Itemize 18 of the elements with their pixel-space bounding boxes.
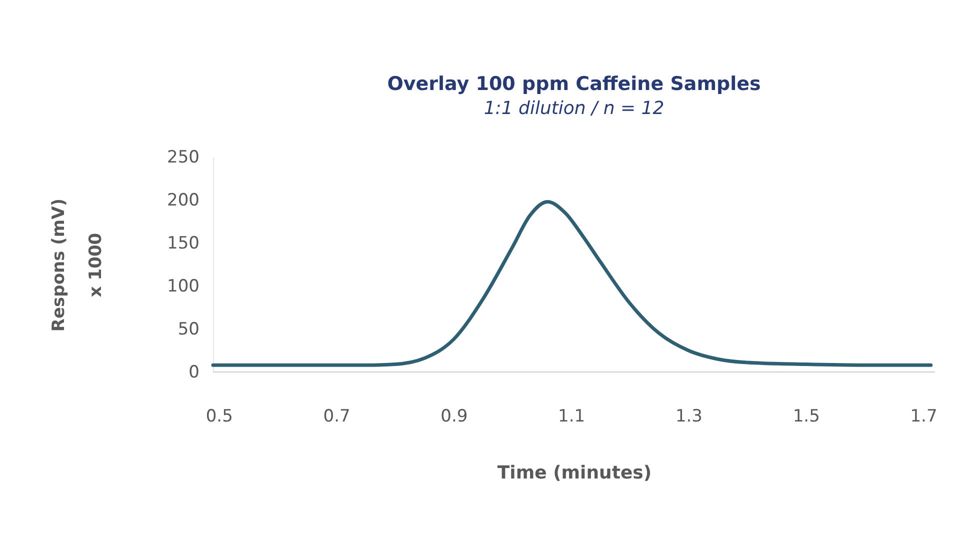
x-tick-label: 1.1 [558,406,586,426]
x-tick-label: 0.5 [206,406,233,426]
x-tick-label: 0.9 [440,406,468,426]
y-tick-label: 250 [167,148,200,168]
x-tick-label: 1.3 [675,406,702,426]
y-tick-label: 150 [167,234,200,254]
y-tick-label: 50 [178,320,200,340]
chart-subtitle: 1:1 dilution / n = 12 [484,98,664,119]
x-tick-label: 1.5 [792,406,820,426]
x-tick-label: 0.7 [323,406,350,426]
chart-title: Overlay 100 ppm Caffeine Samples [387,73,761,95]
y-tick-label: 200 [167,190,200,210]
y-tick-label: 100 [167,276,200,296]
y-axis-title: Respons (mV) x 1000 [49,198,106,332]
x-tick-label: 1.7 [910,406,938,426]
y-tick-label: 0 [188,362,200,382]
x-axis-title: Time (minutes) [497,462,652,484]
line-series [211,200,933,367]
